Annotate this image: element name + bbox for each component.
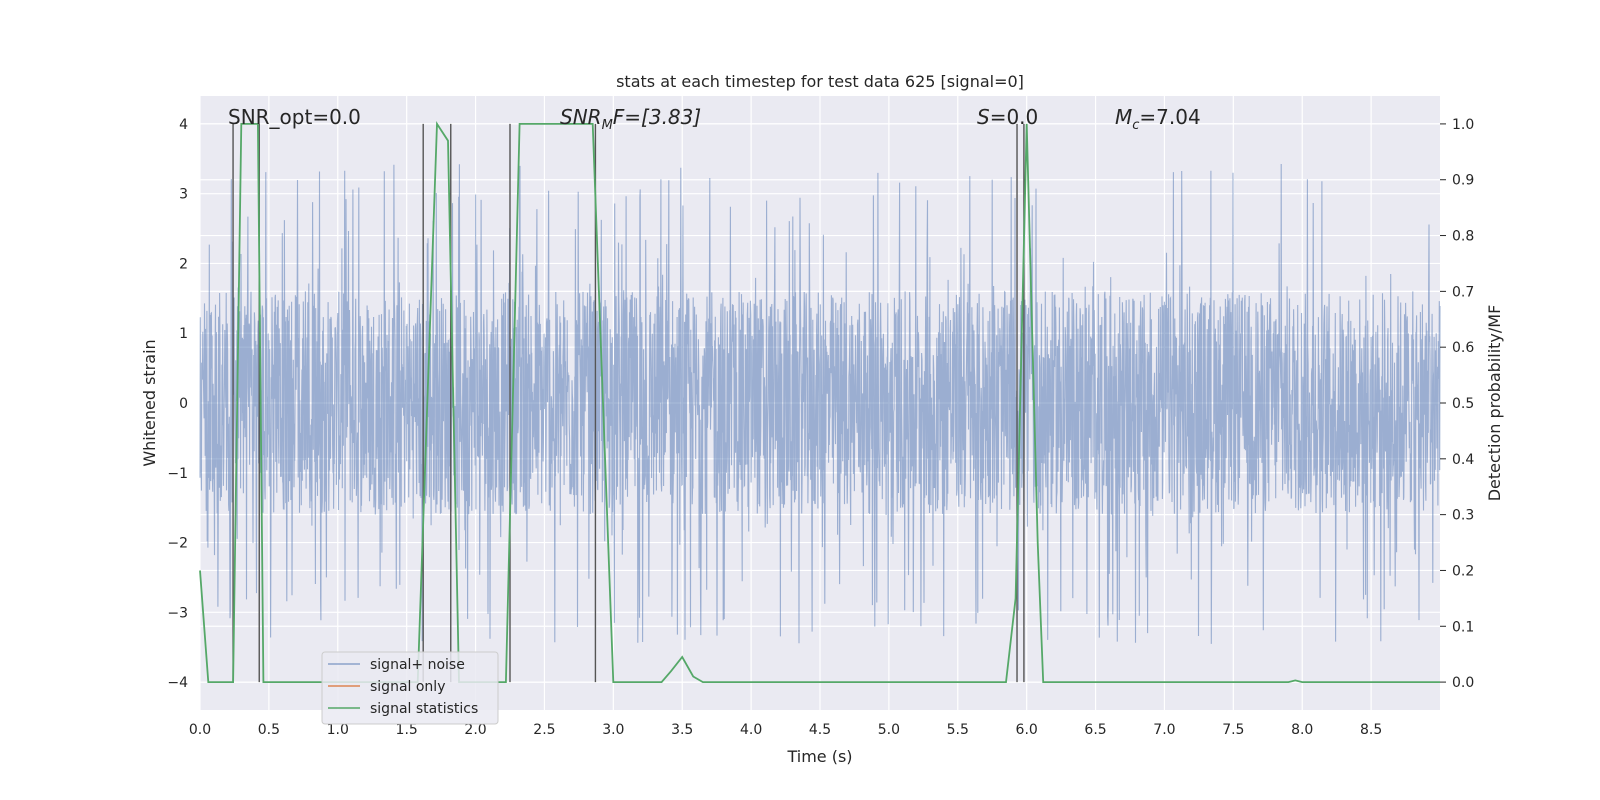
y-axis-label: Whitened strain bbox=[140, 339, 159, 466]
y-tick-label: 1 bbox=[179, 326, 188, 342]
x-tick-label: 2.0 bbox=[464, 722, 486, 738]
y-tick-label: 2 bbox=[179, 256, 188, 272]
chart-title: stats at each timestep for test data 625… bbox=[616, 72, 1024, 91]
y-tick-label: −4 bbox=[167, 675, 188, 691]
y2-tick-label: 0.8 bbox=[1452, 229, 1474, 245]
legend: signal+ noise signal only signal statist… bbox=[321, 651, 499, 725]
stats-series bbox=[199, 121, 1440, 683]
y2-tick-label: 0.1 bbox=[1452, 619, 1474, 635]
x-tick-label: 1.5 bbox=[396, 722, 418, 738]
y2-axis-label: Detection probability/MF bbox=[1485, 305, 1504, 502]
legend-label-noise: signal+ noise bbox=[370, 657, 465, 673]
annotation-mc: Mc=7.04 bbox=[1115, 105, 1201, 133]
y2-tick-label: 0.9 bbox=[1452, 173, 1474, 189]
stats-line bbox=[199, 121, 1440, 683]
x-tick-label: 3.0 bbox=[602, 722, 624, 738]
x-tick-label: 6.0 bbox=[1016, 722, 1038, 738]
y2-tick-labels: 0.0 0.1 0.2 0.3 0.4 0.5 0.6 0.7 0.8 0.9 1.0 bbox=[1440, 117, 1474, 691]
y-tick-label: 4 bbox=[179, 117, 188, 133]
vertical-markers bbox=[232, 123, 1025, 683]
x-tick-label: 0.5 bbox=[258, 722, 280, 738]
y-tick-label: −2 bbox=[167, 536, 188, 552]
y2-tick-label: 0.6 bbox=[1452, 340, 1474, 356]
annotation-snr-mf: SNRMF=[3.83] bbox=[560, 105, 701, 133]
x-tick-label: 0.0 bbox=[189, 722, 211, 738]
legend-label-signal: signal only bbox=[370, 679, 445, 695]
x-tick-label: 7.5 bbox=[1222, 722, 1244, 738]
y-tick-label: −3 bbox=[167, 605, 188, 621]
y-tick-label: 0 bbox=[179, 396, 188, 412]
legend-box bbox=[321, 651, 499, 725]
x-tick-label: 5.5 bbox=[947, 722, 969, 738]
annotation-s: S=0.0 bbox=[977, 105, 1038, 129]
x-tick-label: 8.5 bbox=[1360, 722, 1382, 738]
x-tick-label: 3.5 bbox=[671, 722, 693, 738]
x-tick-label: 8.0 bbox=[1291, 722, 1313, 738]
annotation-snr-opt: SNR_opt=0.0 bbox=[228, 105, 361, 129]
y2-tick-label: 0.5 bbox=[1452, 396, 1474, 412]
x-axis-label: Time (s) bbox=[786, 747, 852, 766]
x-tick-label: 7.0 bbox=[1153, 722, 1175, 738]
y2-tick-label: 0.2 bbox=[1452, 563, 1474, 579]
x-tick-label: 1.0 bbox=[327, 722, 349, 738]
y-tick-label: 3 bbox=[179, 187, 188, 203]
x-tick-label: 4.0 bbox=[740, 722, 762, 738]
legend-label-stats: signal statistics bbox=[370, 701, 478, 717]
y2-tick-label: 0.3 bbox=[1452, 508, 1474, 524]
noise-line bbox=[199, 163, 1441, 644]
y-tick-label: −1 bbox=[167, 466, 188, 482]
x-tick-label: 6.5 bbox=[1084, 722, 1106, 738]
x-tick-label: 4.5 bbox=[809, 722, 831, 738]
x-tick-labels: 0.0 0.5 1.0 1.5 2.0 2.5 3.0 3.5 4.0 4.5 5.0 5.5 6.0 6… bbox=[189, 722, 1382, 738]
y2-tick-label: 1.0 bbox=[1452, 117, 1474, 133]
y2-tick-label: 0.4 bbox=[1452, 452, 1474, 468]
x-tick-label: 2.5 bbox=[533, 722, 555, 738]
y2-tick-label: 0.0 bbox=[1452, 675, 1474, 691]
noise-series bbox=[199, 163, 1441, 644]
x-tick-label: 5.0 bbox=[878, 722, 900, 738]
y-tick-labels: −4 −3 −2 −1 0 1 2 3 4 bbox=[167, 117, 188, 691]
y2-tick-label: 0.7 bbox=[1452, 284, 1474, 300]
